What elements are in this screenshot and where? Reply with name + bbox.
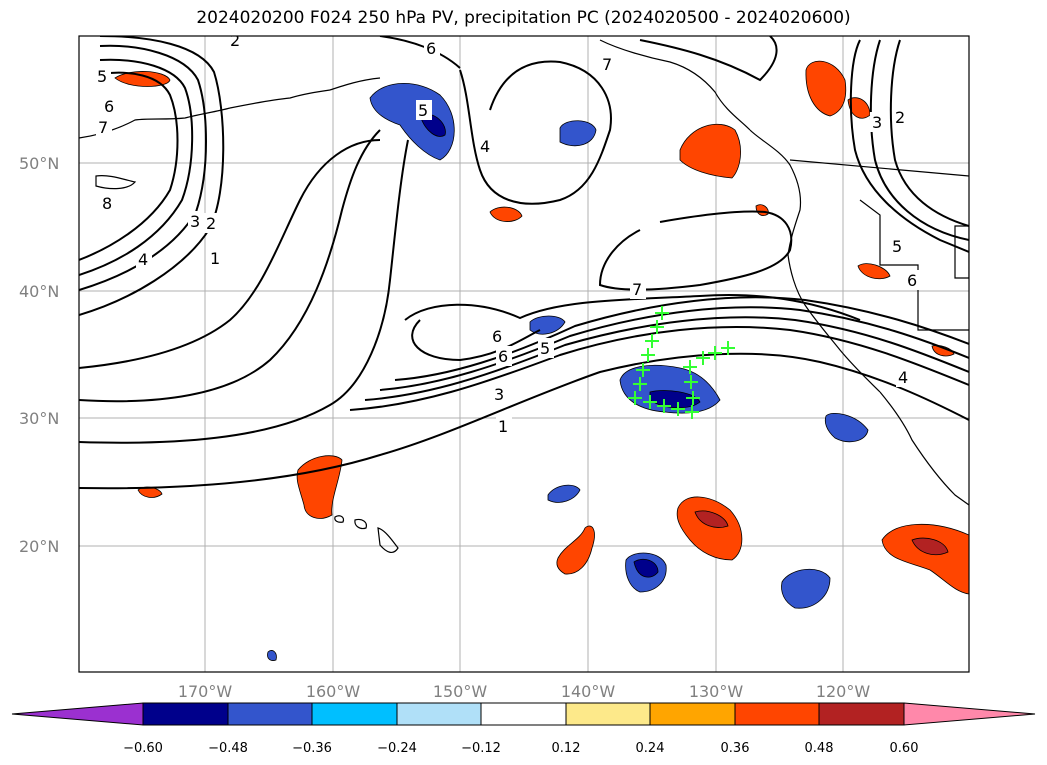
- lon-label-150w: 150°W: [433, 682, 488, 701]
- contour-label: 6: [498, 347, 508, 366]
- contour-label: 7: [632, 280, 642, 299]
- lat-label-20n: 20°N: [19, 537, 59, 556]
- colorbar-tick-label: 0.24: [636, 741, 665, 756]
- colorbar-ticks: −0.60 −0.48 −0.36 −0.24 −0.12 0.12 0.24 …: [123, 741, 918, 756]
- precip-positive-blob: [881, 523, 969, 595]
- precip-positive-core: [911, 537, 949, 556]
- colorbar-tick-label: 0.36: [721, 741, 750, 756]
- longitude-labels: 170°W 160°W 150°W 140°W 130°W 120°W: [178, 682, 871, 701]
- colorbar-segment: [311, 702, 398, 726]
- lon-label-140w: 140°W: [561, 682, 616, 701]
- precip-negative-blob: [559, 120, 597, 147]
- precip-negative-blob: [781, 569, 831, 609]
- colorbar-segment: [227, 702, 313, 726]
- precip-negative-blob: [824, 413, 869, 443]
- precip-positive-blob: [755, 204, 769, 216]
- latitude-labels: 50°N 40°N 30°N 20°N: [19, 154, 59, 556]
- colorbar-segment: [480, 702, 567, 726]
- contour-label: 5: [892, 237, 902, 256]
- contour-label: 2: [895, 108, 905, 127]
- precip-negative-blob: [547, 484, 581, 503]
- coastlines: [79, 39, 969, 554]
- precip-positive-blob: [556, 525, 595, 575]
- lon-label-130w: 130°W: [689, 682, 744, 701]
- contour-label: 6: [104, 97, 114, 116]
- colorbar-tick-label: −0.60: [123, 741, 163, 756]
- colorbar-tick-label: −0.24: [377, 741, 417, 756]
- contour-label: 1: [498, 417, 508, 436]
- colorbar-under-arrow: [11, 702, 144, 726]
- lat-label-50n: 50°N: [19, 154, 59, 173]
- contour-label: 3: [494, 385, 504, 404]
- contour-label: 6: [492, 327, 502, 346]
- colorbar-tick-label: 0.60: [890, 741, 919, 756]
- lon-label-160w: 160°W: [306, 682, 361, 701]
- colorbar-segment: [565, 702, 651, 726]
- precip-positive-blob: [114, 71, 171, 87]
- contour-label: 2: [206, 214, 216, 233]
- colorbar-tick-label: 0.12: [552, 741, 581, 756]
- contour-label: 7: [98, 118, 108, 137]
- colorbar-segment: [649, 702, 736, 726]
- contour-label: 6: [907, 271, 917, 290]
- contour-label: 4: [480, 137, 490, 156]
- lon-label-170w: 170°W: [178, 682, 233, 701]
- lat-label-30n: 30°N: [19, 409, 59, 428]
- colorbar-segment: [734, 702, 820, 726]
- contour-label: 2: [230, 31, 240, 50]
- pv-contours: [79, 36, 969, 490]
- precipitation-field: [114, 60, 969, 661]
- colorbar: [11, 702, 1036, 726]
- colorbar-tick-label: −0.48: [208, 741, 248, 756]
- contour-label: 5: [97, 67, 107, 86]
- precip-positive-core: [694, 510, 729, 528]
- precip-negative-blob: [369, 82, 455, 161]
- lat-label-40n: 40°N: [19, 282, 59, 301]
- contour-label: 3: [190, 212, 200, 231]
- precip-positive-blob: [676, 496, 743, 561]
- precip-positive-blob: [489, 206, 523, 222]
- precip-negative-core: [649, 390, 701, 409]
- contour-label: 4: [138, 250, 148, 269]
- contour-label: 7: [602, 55, 612, 74]
- colorbar-tick-label: 0.48: [805, 741, 834, 756]
- contour-label: 8: [102, 194, 112, 213]
- colorbar-tick-label: −0.12: [461, 741, 501, 756]
- precip-negative-blob: [267, 650, 277, 661]
- plot-frame: [78, 35, 970, 673]
- contour-label: 5: [418, 101, 428, 120]
- colorbar-over-arrow: [903, 702, 1036, 726]
- lon-label-120w: 120°W: [816, 682, 871, 701]
- colorbar-segment: [818, 702, 905, 726]
- contour-label: 6: [426, 39, 436, 58]
- contour-label: 1: [210, 249, 220, 268]
- colorbar-segment: [142, 702, 229, 726]
- contour-label: 3: [872, 113, 882, 132]
- contour-label: 4: [898, 368, 908, 387]
- marker-crosses: [628, 306, 735, 419]
- colorbar-tick-label: −0.36: [292, 741, 332, 756]
- precip-negative-core: [633, 558, 659, 578]
- colorbar-segment: [396, 702, 482, 726]
- precip-positive-blob: [857, 263, 891, 280]
- contour-labels: 5 6 7 8 4 3 2 1 2 6 5 4 7 7: [95, 31, 921, 436]
- precip-positive-blob: [679, 123, 741, 179]
- contour-label: 5: [540, 339, 550, 358]
- precip-positive-blob: [805, 60, 847, 117]
- precip-positive-blob: [296, 455, 343, 519]
- map-title: 2024020200 F024 250 hPa PV, precipitatio…: [196, 8, 851, 28]
